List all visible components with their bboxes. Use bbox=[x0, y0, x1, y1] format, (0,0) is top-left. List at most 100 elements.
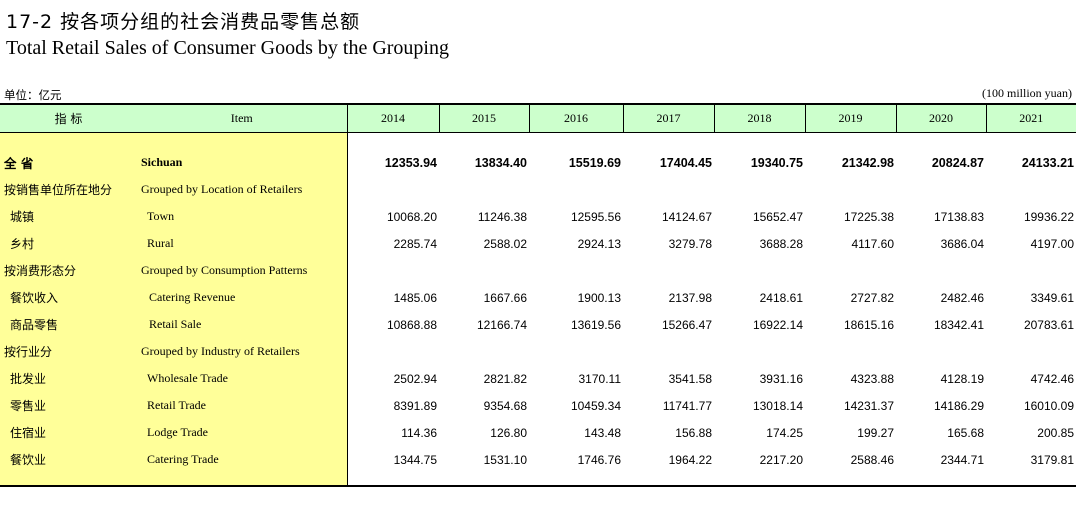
table-cell: 3541.58 bbox=[668, 371, 712, 386]
row-label-cn: 商品零售 bbox=[0, 311, 137, 338]
table-cell: 20824.87 bbox=[931, 155, 984, 170]
table-row: 住宿业 Lodge Trade 114.36 126.80 143.48 156.88 17… bbox=[0, 419, 1076, 446]
row-label-cn: 全 省 bbox=[0, 149, 137, 176]
table-cell: 2502.94 bbox=[393, 371, 437, 386]
table-cell: 2217.20 bbox=[759, 452, 803, 467]
table-cell: 15652.47 bbox=[752, 209, 803, 224]
table-cell: 13018.14 bbox=[752, 398, 803, 413]
row-label-en: Grouped by Location of Retailers bbox=[137, 176, 348, 203]
row-label-cn: 乡村 bbox=[0, 230, 137, 257]
row-label-cn: 按销售单位所在地分 bbox=[0, 176, 137, 203]
table-cell: 4742.46 bbox=[1030, 371, 1074, 386]
row-label-en: Grouped by Industry of Retailers bbox=[137, 338, 348, 365]
table-cell: 4197.00 bbox=[1030, 236, 1074, 251]
table-cell: 126.80 bbox=[490, 425, 527, 440]
table-cell: 10068.20 bbox=[386, 209, 437, 224]
table-cell: 2344.71 bbox=[940, 452, 984, 467]
table-cell: 21342.98 bbox=[841, 155, 894, 170]
table-row: 全 省 Sichuan 12353.94 13834.40 15519.69 17404.… bbox=[0, 149, 1076, 176]
table-cell bbox=[896, 176, 986, 203]
row-label-cn: 餐饮收入 bbox=[0, 284, 137, 311]
table-cell bbox=[529, 338, 623, 365]
page-title-en: Total Retail Sales of Consumer Goods by … bbox=[6, 37, 449, 59]
row-label-cn: 按消费形态分 bbox=[0, 257, 137, 284]
table-cell bbox=[347, 176, 439, 203]
table-cell: 200.85 bbox=[1037, 425, 1074, 440]
table-row: 乡村 Rural 2285.74 2588.02 2924.13 3279.78 3688.… bbox=[0, 230, 1076, 257]
table-cell: 11741.77 bbox=[662, 398, 712, 413]
table-cell: 1485.06 bbox=[393, 290, 437, 305]
table-cell: 4128.19 bbox=[940, 371, 984, 386]
table-cell: 9354.68 bbox=[483, 398, 527, 413]
table-cell: 17404.45 bbox=[659, 155, 712, 170]
unit-label-cn: 单位：亿元 bbox=[4, 88, 62, 102]
table-cell: 114.36 bbox=[401, 425, 437, 440]
table-cell: 3170.11 bbox=[578, 371, 622, 386]
header-cn: 指 标 bbox=[0, 103, 137, 133]
row-label-en: Town bbox=[137, 203, 348, 230]
row-label-cn: 住宿业 bbox=[0, 419, 137, 446]
table-cell: 13834.40 bbox=[474, 155, 527, 170]
table-cell: 3279.78 bbox=[668, 236, 712, 251]
table-cell: 12595.56 bbox=[570, 209, 621, 224]
table-cell: 2418.61 bbox=[759, 290, 803, 305]
row-label-en: Sichuan bbox=[137, 149, 348, 176]
table-cell: 2727.82 bbox=[850, 290, 894, 305]
table-cell: 8391.89 bbox=[393, 398, 437, 413]
table-row: 零售业 Retail Trade 8391.89 9354.68 10459.34 117… bbox=[0, 392, 1076, 419]
table-cell: 19340.75 bbox=[750, 155, 803, 170]
table-cell bbox=[986, 338, 1076, 365]
table-cell: 174.25 bbox=[766, 425, 803, 440]
table-cell: 1900.13 bbox=[577, 290, 621, 305]
header-year: 2017 bbox=[622, 103, 714, 133]
header-year: 2021 bbox=[985, 103, 1076, 133]
table-cell: 4117.60 bbox=[851, 236, 895, 251]
table-cell bbox=[714, 257, 805, 284]
table-cell: 12353.94 bbox=[384, 155, 437, 170]
table-row: 批发业 Wholesale Trade 2502.94 2821.82 3170.11 3… bbox=[0, 365, 1076, 392]
spacer-row bbox=[0, 132, 1076, 149]
table-cell: 2588.46 bbox=[850, 452, 894, 467]
table-bottom-rule bbox=[0, 473, 1076, 487]
table-cell: 18342.41 bbox=[933, 317, 984, 332]
table-cell bbox=[986, 257, 1076, 284]
table-cell: 3688.28 bbox=[759, 236, 803, 251]
row-label-cn: 城镇 bbox=[0, 203, 137, 230]
table-cell bbox=[529, 257, 623, 284]
table-cell: 1667.66 bbox=[483, 290, 527, 305]
header-year: 2018 bbox=[713, 103, 805, 133]
table-row: 商品零售 Retail Sale 10868.88 12166.74 13619.56 1… bbox=[0, 311, 1076, 338]
table-cell: 4323.88 bbox=[850, 371, 894, 386]
table-cell bbox=[439, 338, 529, 365]
table-cell bbox=[986, 176, 1076, 203]
table-cell: 16010.09 bbox=[1023, 398, 1074, 413]
table-cell: 199.27 bbox=[857, 425, 894, 440]
table-cell bbox=[896, 338, 986, 365]
table-cell: 2285.74 bbox=[393, 236, 437, 251]
header-item: Item bbox=[137, 103, 347, 133]
page-title-cn: 17-2 按各项分组的社会消费品零售总额 bbox=[6, 11, 361, 33]
header-year: 2019 bbox=[804, 103, 896, 133]
header-row: 指 标 Item 2014 2015 2016 2017 2018 2019 2… bbox=[0, 103, 1076, 133]
table-cell: 11246.38 bbox=[477, 209, 527, 224]
table-cell bbox=[623, 176, 714, 203]
table-cell bbox=[623, 257, 714, 284]
row-label-en: Rural bbox=[137, 230, 348, 257]
table-row: 餐饮业 Catering Trade 1344.75 1531.10 1746.76 19… bbox=[0, 446, 1076, 473]
table-cell: 1964.22 bbox=[668, 452, 712, 467]
table-cell: 15519.69 bbox=[568, 155, 621, 170]
table-cell: 2924.13 bbox=[577, 236, 621, 251]
row-label-en: Wholesale Trade bbox=[137, 365, 348, 392]
table-row: 按销售单位所在地分 Grouped by Location of Retailer… bbox=[0, 176, 1076, 203]
row-label-cn: 餐饮业 bbox=[0, 446, 137, 473]
header-year: 2015 bbox=[438, 103, 529, 133]
table-cell bbox=[714, 176, 805, 203]
row-label-en: Retail Sale bbox=[137, 311, 348, 338]
table-cell bbox=[805, 176, 896, 203]
table-cell: 14231.37 bbox=[843, 398, 894, 413]
table-cell bbox=[439, 176, 529, 203]
header-year: 2014 bbox=[346, 103, 439, 133]
table-cell: 17138.83 bbox=[933, 209, 984, 224]
table-cell: 1746.76 bbox=[577, 452, 621, 467]
table-cell: 10459.34 bbox=[570, 398, 621, 413]
